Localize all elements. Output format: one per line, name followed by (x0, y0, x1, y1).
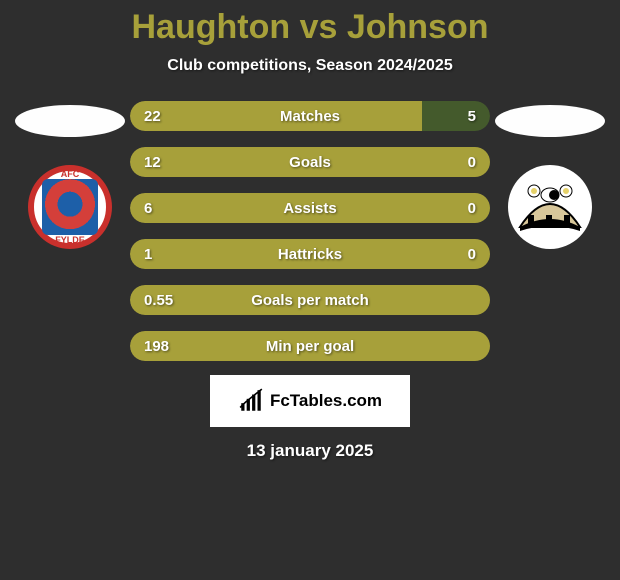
stat-label: Goals per match (130, 292, 490, 309)
stat-bar: 198Min per goal (130, 331, 490, 361)
player-b-photo-placeholder (495, 105, 605, 137)
player-b-column (490, 101, 610, 249)
page-title: Haughton vs Johnson (0, 0, 620, 47)
stat-bar: 120Goals (130, 147, 490, 177)
club-a-badge-text-bottom: FYLDE (55, 235, 85, 245)
player-a-photo-placeholder (15, 105, 125, 137)
club-a-badge: AFC FYLDE (28, 165, 112, 249)
club-a-badge-text-top: AFC (61, 169, 80, 179)
brand-footer: FcTables.com (210, 375, 410, 427)
page-subtitle: Club competitions, Season 2024/2025 (0, 57, 620, 75)
club-b-crest-icon (514, 171, 586, 243)
club-b-badge (508, 165, 592, 249)
comparison-content: AFC FYLDE 225Matches 120Goals 60Assists 10H… (0, 101, 620, 361)
stat-label: Matches (130, 108, 490, 125)
stat-label: Hattricks (130, 246, 490, 263)
stat-label: Assists (130, 200, 490, 217)
player-a-column: AFC FYLDE (10, 101, 130, 249)
stat-label: Min per goal (130, 338, 490, 355)
chart-icon (238, 388, 264, 414)
stat-label: Goals (130, 154, 490, 171)
stat-bars: 225Matches 120Goals 60Assists 10Hattricks 0.… (130, 101, 490, 361)
stat-bar: 60Assists (130, 193, 490, 223)
stat-bar: 225Matches (130, 101, 490, 131)
brand-text: FcTables.com (270, 391, 382, 411)
stat-bar: 10Hattricks (130, 239, 490, 269)
snapshot-date: 13 january 2025 (0, 441, 620, 461)
stat-bar: 0.55Goals per match (130, 285, 490, 315)
